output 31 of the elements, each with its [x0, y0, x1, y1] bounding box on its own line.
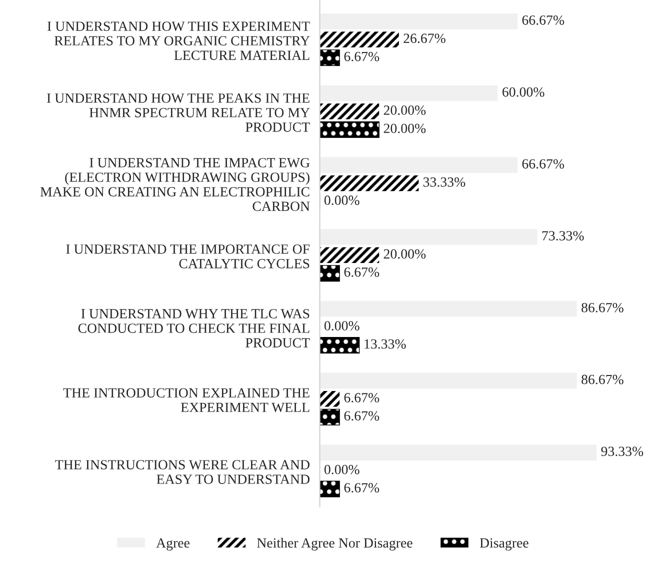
data-label: 60.00%	[502, 87, 544, 97]
legend-label: Disagree	[480, 538, 528, 550]
legend-label: Agree	[156, 538, 190, 550]
data-label: 26.67%	[404, 34, 446, 44]
data-label: 20.00%	[384, 249, 426, 259]
data-label: 93.33%	[601, 446, 644, 456]
data-label: 0.00%	[324, 321, 360, 331]
data-label: 13.33%	[364, 339, 406, 349]
data-label: 66.67%	[522, 159, 564, 169]
data-label: 20.00%	[384, 124, 426, 134]
data-label: 6.67%	[344, 392, 380, 402]
y-tick-label: I UNDERSTAND THE IMPACT EWG (ELECTRON WITHDRAWING GROUPS) MAKE ON CREATING AN ELECTROPHILIC CARBON	[40, 158, 310, 211]
y-tick-label: THE INSTRUCTIONS WERE CLEAR AND EASY TO UNDERSTAND	[55, 460, 310, 484]
y-tick-label: I UNDERSTAND HOW THIS EXPERIMENT RELATES TO MY ORGANIC CHEMISTRY LECTURE MATERIAL	[48, 22, 310, 60]
data-label: 0.00%	[324, 196, 360, 205]
data-label: 20.00%	[384, 106, 426, 115]
data-label: 0.00%	[324, 464, 360, 474]
data-label: 6.67%	[344, 267, 380, 277]
data-label: 86.67%	[582, 374, 624, 384]
data-label: 73.33%	[542, 231, 584, 240]
data-label: 6.67%	[344, 411, 380, 421]
data-label: 86.67%	[582, 302, 624, 312]
legend-label: Neither Agree Nor Disagree	[257, 538, 412, 550]
y-tick-label: I UNDERSTAND HOW THE PEAKS IN THE HNMR SPECTRUM RELATE TO MY PRODUCT	[46, 93, 310, 132]
y-tick-label: THE INTRODUCTION EXPLAINED THE EXPERIMENT WELL	[63, 388, 310, 412]
data-label: 6.67%	[344, 52, 380, 62]
data-label: 66.67%	[522, 15, 564, 25]
y-tick-label: I UNDERSTAND WHY THE TLC WAS CONDUCTED TO CHECK THE FINAL PRODUCT	[78, 309, 310, 348]
data-label: 33.33%	[423, 177, 466, 187]
y-tick-label: I UNDERSTAND THE IMPORTANCE OF CATALYTIC CYCLES	[66, 244, 310, 268]
data-label: 6.67%	[344, 483, 380, 492]
